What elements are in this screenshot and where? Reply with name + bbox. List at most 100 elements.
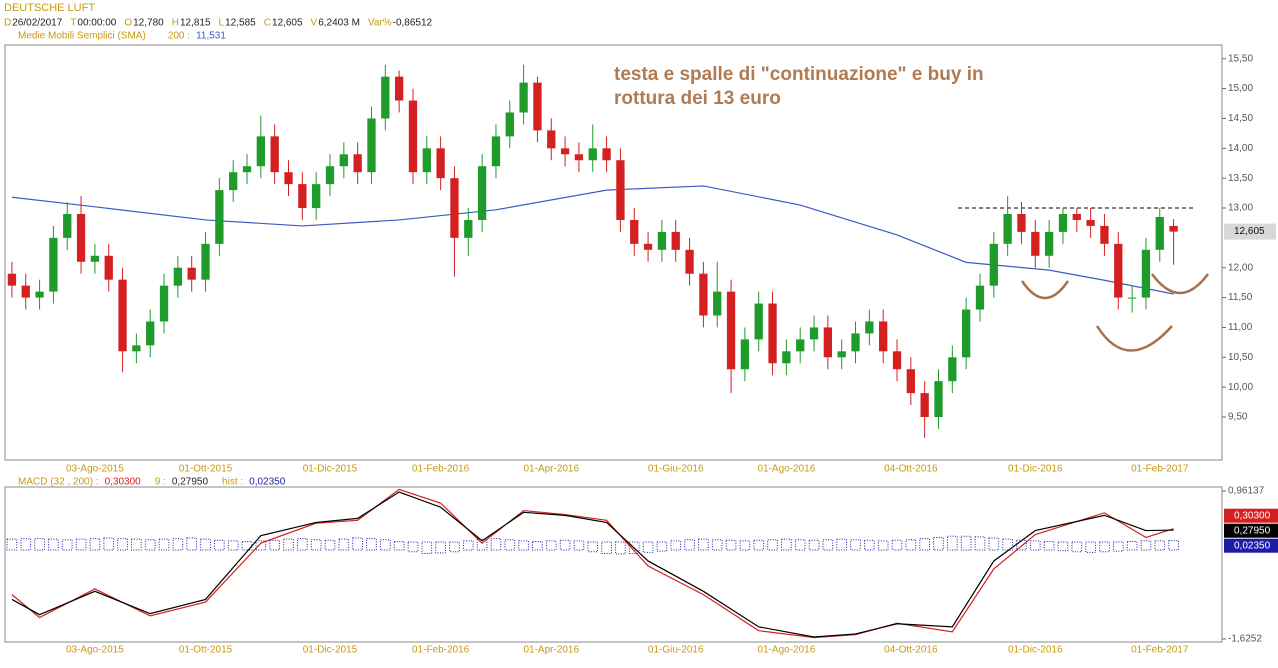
x-tick-label: 01-Feb-2017 <box>1131 464 1189 475</box>
candle-body <box>312 184 321 209</box>
candle-body <box>242 166 252 173</box>
hist-bar <box>1140 540 1152 551</box>
hist-bar <box>34 538 45 551</box>
sma-legend-name: Medie Mobili Semplici (SMA) <box>18 31 146 42</box>
hist-bar <box>255 540 267 551</box>
candle-body <box>381 76 390 119</box>
chart-title: DEUTSCHE LUFT <box>4 2 95 14</box>
candle-body <box>1100 225 1109 244</box>
candle-body <box>920 393 929 418</box>
annotation: testa e spalle di "continuazione" e buy … <box>614 64 984 109</box>
hist-bar <box>338 538 350 551</box>
candle-body <box>76 213 86 262</box>
hist-bar <box>1043 540 1055 551</box>
hist-bar <box>545 540 557 551</box>
y-tick-label: 14,50 <box>1228 113 1253 124</box>
legend-value: 0,30300 <box>105 477 142 488</box>
y-tick-label: 9,50 <box>1228 412 1248 423</box>
candle-body <box>865 321 874 334</box>
y-tick-label: 13,00 <box>1228 203 1253 214</box>
hist-bar <box>1057 541 1069 552</box>
sma-legend-period: 200 : <box>168 31 190 42</box>
x-tick-label: 03-Ago-2015 <box>66 464 124 475</box>
candle-body <box>298 184 307 209</box>
quote-label: T <box>70 18 76 29</box>
hist-bar <box>1002 538 1013 551</box>
quote-label: C <box>264 18 271 29</box>
candle-body <box>906 369 915 394</box>
hist-bar <box>628 541 640 554</box>
x-tick-label: 01-Ott-2015 <box>179 464 233 475</box>
hist-bar <box>1112 541 1124 552</box>
y-tick-label: -1,6252 <box>1228 634 1262 645</box>
macd-line <box>11 491 1174 638</box>
x-tick-label: 01-Ago-2016 <box>757 645 815 656</box>
hist-bar <box>421 541 433 554</box>
candle-body <box>1044 231 1054 256</box>
hist-bar <box>172 538 184 551</box>
candle-body <box>671 231 680 250</box>
candle-body <box>726 291 736 370</box>
last-value-box <box>1224 508 1278 523</box>
candle-body <box>616 160 625 220</box>
hist-bar <box>89 538 101 551</box>
legend-name: MACD (32 , 200) : <box>18 477 99 488</box>
hist-bar <box>781 538 792 551</box>
hist-bar <box>117 538 128 551</box>
hist-bar <box>48 538 59 551</box>
y-tick-label: 13,50 <box>1228 173 1253 184</box>
hist-bar <box>283 538 294 551</box>
candle-body <box>547 130 556 149</box>
candle-body <box>1072 213 1081 220</box>
quote-label: H <box>172 18 179 29</box>
quote-label: D <box>4 18 11 29</box>
hist-bar <box>1154 540 1166 551</box>
macd-line <box>11 488 1174 639</box>
candle-body <box>740 339 750 370</box>
candle-body <box>809 327 819 340</box>
last-value-label: 0,02350 <box>1234 540 1271 551</box>
candle-body <box>35 291 44 298</box>
x-tick-label: 03-Ago-2015 <box>66 645 124 656</box>
hist-bar <box>933 536 944 551</box>
candle-body <box>768 303 777 364</box>
candle-body <box>7 273 17 286</box>
candle-body <box>450 178 459 238</box>
hist-bar <box>836 538 848 551</box>
last-value-box <box>1224 523 1278 538</box>
y-tick-label: 0,96137 <box>1228 486 1265 497</box>
candle-body <box>21 285 30 298</box>
quote-value: -0,86512 <box>393 18 433 29</box>
x-tick-label: 04-Ott-2016 <box>884 464 938 475</box>
candle-body <box>1017 213 1026 232</box>
hist-bar <box>241 540 253 551</box>
hist-bar <box>656 541 668 552</box>
hist-bar <box>1168 540 1179 551</box>
last-value-box <box>1224 538 1278 553</box>
candle-body <box>934 381 943 418</box>
hist-bar <box>601 541 612 554</box>
candle-body <box>713 291 722 316</box>
candle-body <box>630 219 639 244</box>
x-tick-label: 01-Giu-2016 <box>648 464 704 475</box>
y-tick-label: 12,00 <box>1228 262 1253 273</box>
candle-body <box>464 219 473 238</box>
x-tick-label: 01-Dic-2016 <box>1008 645 1063 656</box>
candle-body <box>782 351 791 364</box>
hist-bar <box>103 537 115 551</box>
candle-body <box>1114 243 1123 298</box>
candle-body <box>90 255 100 262</box>
hist-bar <box>490 538 502 551</box>
candle-body <box>325 166 335 185</box>
candle-body <box>422 148 431 173</box>
x-tick-label: 01-Apr-2016 <box>523 645 579 656</box>
y-tick-label: 10,50 <box>1228 352 1253 363</box>
y-tick-label: 14,00 <box>1228 143 1253 154</box>
candle-body <box>1141 249 1151 298</box>
candle-body <box>394 76 404 101</box>
candle-body <box>560 148 570 155</box>
candle-body <box>201 243 210 280</box>
hist-bar <box>186 537 198 551</box>
